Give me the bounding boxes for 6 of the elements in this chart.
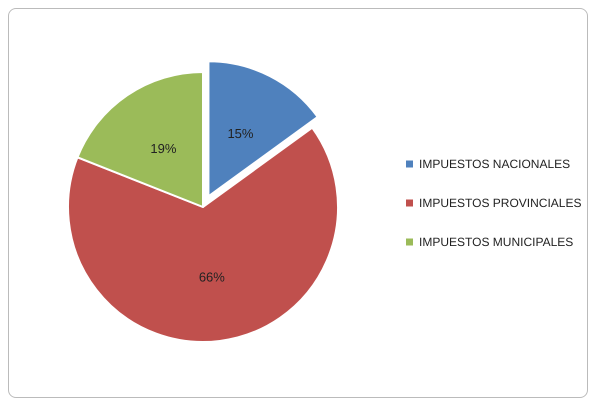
- data-label: 66%: [198, 269, 226, 284]
- legend-label: IMPUESTOS NACIONALES: [419, 157, 570, 171]
- legend-label: IMPUESTOS PROVINCIALES: [419, 196, 582, 210]
- data-label: 19%: [150, 141, 177, 156]
- data-label: 15%: [227, 126, 254, 141]
- legend-label: IMPUESTOS MUNICIPALES: [419, 235, 574, 249]
